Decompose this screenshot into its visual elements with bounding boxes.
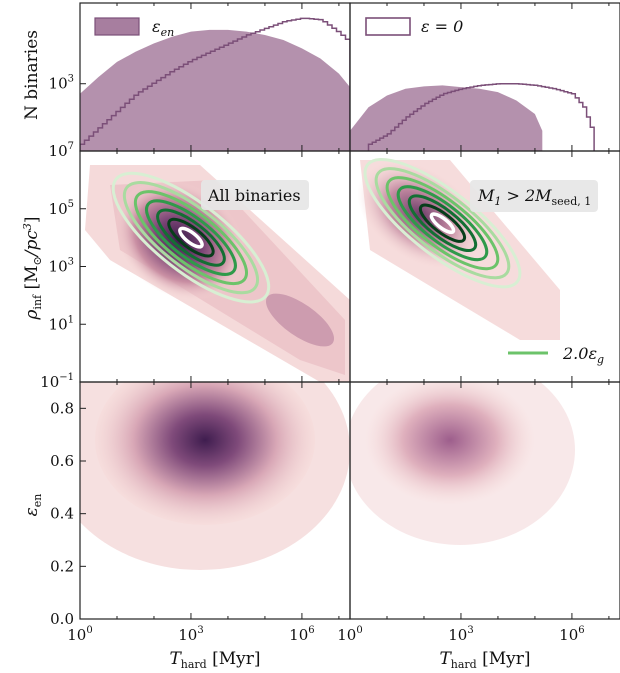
y-axis-label-bottom: εen [22,494,44,517]
tick-label: 0.0 [50,610,74,628]
contour-level [156,208,226,267]
density-core [365,382,535,505]
tick-label: 107 [49,141,74,160]
contour-level [396,185,489,262]
legend-contour-eg: 2.0εg [508,344,604,366]
tick-label: 100 [337,625,362,644]
contours-middle-right [363,157,522,289]
tick-label: 103 [448,625,473,644]
contour-level [363,157,522,289]
tick-label: 106 [289,625,314,644]
annotation-box [470,180,598,212]
contour-level [374,167,511,280]
tick-label: 0.6 [50,452,74,470]
x-axis-label-left: Thard [Myr] [169,649,260,671]
annotation-mass-cut: M1 > 2Mseed, 1 [470,180,598,212]
annotation-all-binaries: All binaries [201,180,309,210]
contour-level [429,212,456,235]
x-axis-label-right: Thard [Myr] [439,649,530,671]
contour-level [133,190,249,286]
contour-level [145,199,237,276]
frame-bottom-right [349,381,620,620]
axis-ticks [79,3,610,620]
panel-top-right-histograms [350,82,595,151]
histogram-filled-series [80,29,350,151]
histogram-step-series [367,82,595,151]
legend-label-eps-zero: ε = 0 [421,17,463,36]
contour-level [385,176,500,271]
tick-label: 10−1 [40,372,74,391]
contour-level [407,194,478,252]
legend-label-eps-en: εen [152,17,174,39]
legend-top-right: ε = 0 [365,17,463,36]
axes-frames [79,2,620,620]
tick-label: 103 [49,74,74,93]
tick-label: 105 [49,199,74,218]
panel-top-left-histograms [80,17,350,151]
density-core [95,382,315,525]
legend-swatch-eps-en [94,17,140,36]
tick-label: 103 [178,625,203,644]
tick-label: 101 [49,314,74,333]
annotation-box [201,180,309,210]
density-core [357,160,483,270]
legend-label-eg: 2.0εg [562,344,604,366]
contour-level [178,226,204,249]
contour-level [122,181,260,295]
panel-bottom-left-heatmap [80,382,350,570]
legend-top-left: εen [94,17,174,39]
contour-level [111,171,271,304]
panel-middle-right-heatmap [357,157,560,340]
contour-level [418,203,467,243]
annotation-text: All binaries [207,186,301,205]
y-axis-label-top: N binaries [22,30,42,120]
histogram-step-series [80,17,350,151]
annotation-text: M1 > 2Mseed, 1 [477,186,591,208]
density-tail [265,293,335,347]
tick-label: 103 [49,257,74,276]
tick-label: 106 [559,625,584,644]
histogram-filled-series [350,85,543,151]
contour-level [167,217,215,258]
contours-middle-left [111,171,271,304]
panel-bottom-right-heatmap [350,382,575,545]
tick-label: 0.4 [50,505,74,523]
tick-label: 0.8 [50,399,74,417]
legend-swatch-eps-zero [365,17,411,36]
y-axis-label-middle: ρinf [M⊙/pc3] [21,216,44,320]
tick-label: 0.2 [50,557,74,575]
panel-middle-left-heatmap [85,165,350,382]
